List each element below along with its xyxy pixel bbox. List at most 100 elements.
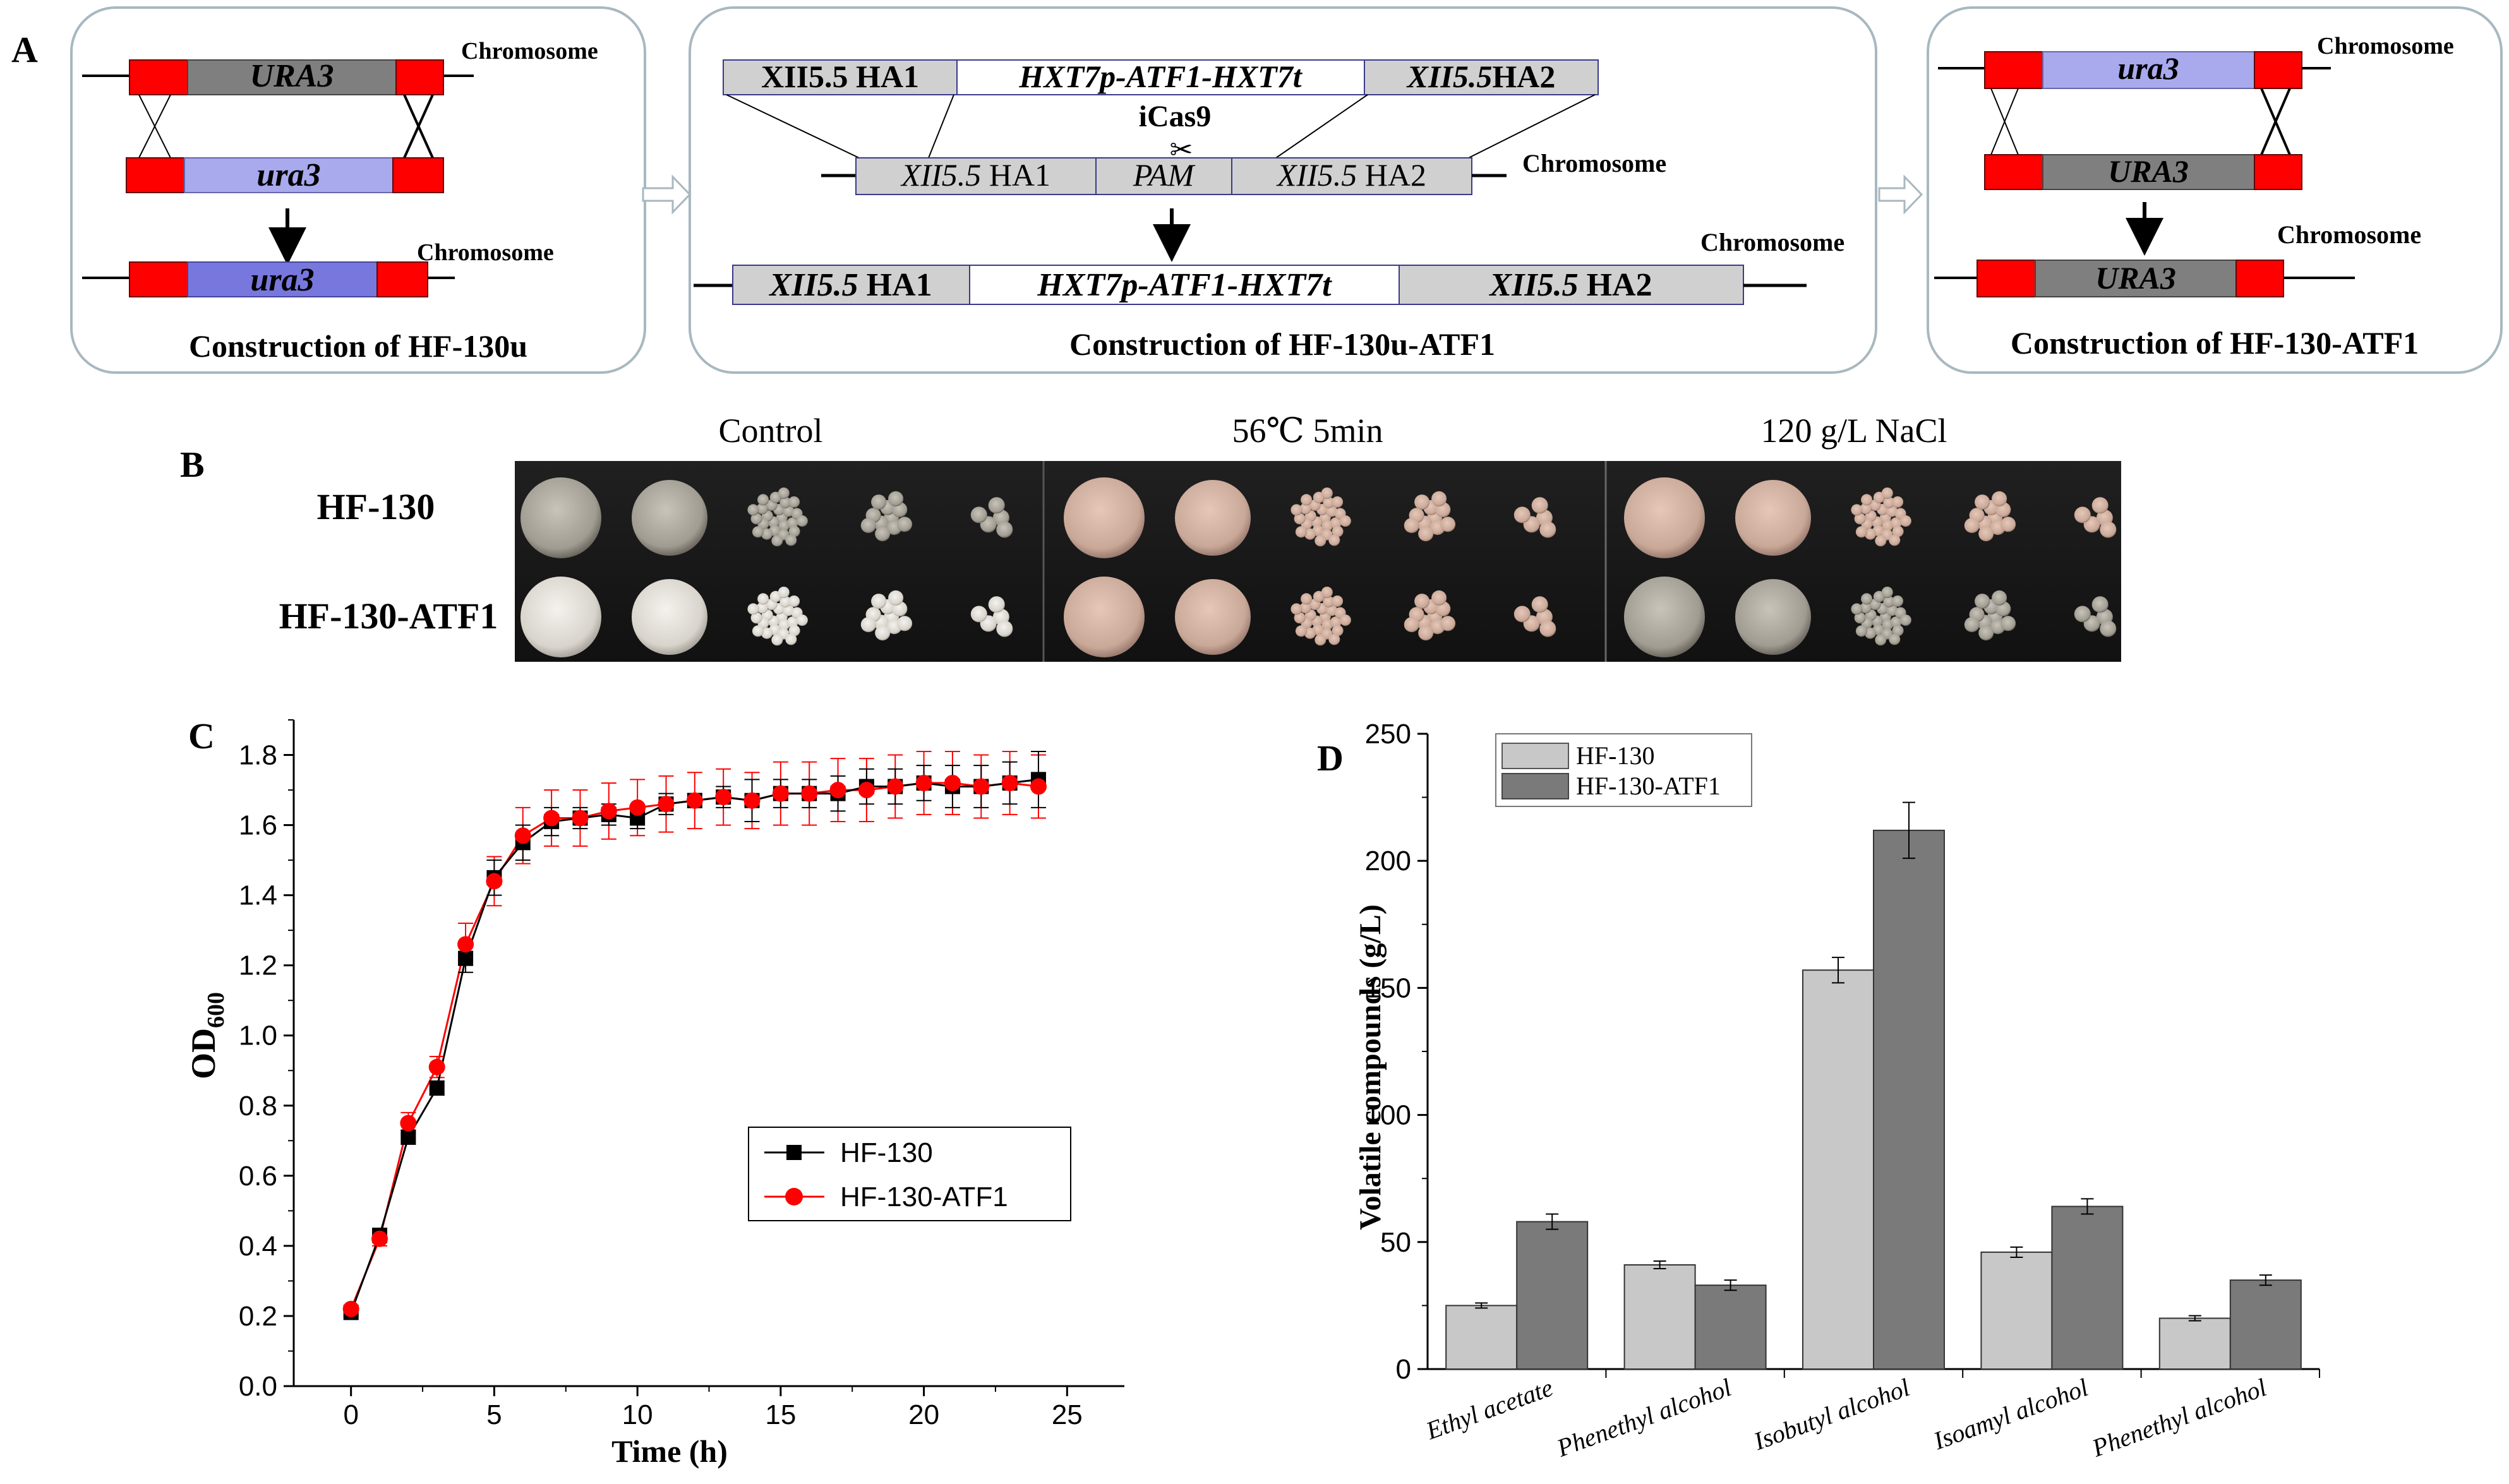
colony-spot: [1975, 494, 1990, 510]
colony-spot: [1291, 603, 1303, 615]
svg-text:XII5.5 HA2: XII5.5 HA2: [1488, 267, 1652, 303]
colony-spot: [1404, 617, 1419, 633]
colony-spot: [752, 526, 764, 538]
colony-spot: [1418, 625, 1434, 641]
colony-spot: [1294, 513, 1306, 525]
homology-arm-box: [129, 59, 188, 95]
colony-spot: [1175, 579, 1251, 655]
homology-arm-box: [1984, 51, 2043, 89]
colony-spot: [1332, 625, 1344, 637]
colony-spot: [1513, 506, 1531, 524]
gene-label: ura3: [2117, 51, 2179, 86]
gene-label: URA3: [250, 58, 334, 94]
colony-spot: [1332, 595, 1344, 607]
colony-spot: [761, 528, 773, 540]
d-bar: [1694, 1284, 1767, 1370]
colony-spot: [860, 518, 876, 534]
c-data-point: [514, 827, 531, 844]
gene-box: [187, 261, 378, 297]
colony-spot: [750, 513, 762, 525]
target-right-italic: XII5.5: [1276, 157, 1357, 193]
c-data-point: [801, 785, 818, 802]
colony-spot: [785, 534, 797, 546]
colony-spot: [750, 612, 762, 624]
colony-spot: [1735, 579, 1811, 655]
colony-spot: [1889, 534, 1901, 546]
colony-spot: [1855, 625, 1867, 637]
c-data-point: [858, 782, 875, 799]
colony-spot: [2091, 596, 2109, 613]
colony-spot: [1328, 534, 1340, 546]
colony-spot: [860, 617, 876, 633]
step2-diagram: XII5.5 HA1 HXT7p-ATF1-HXT7t XII5.5HA2 iC…: [694, 59, 1844, 362]
colony-spot: [875, 625, 891, 641]
colony-spot: [1860, 602, 1872, 614]
gene-label: URA3: [2095, 260, 2176, 296]
c-y-tick-label: 0.8: [239, 1091, 277, 1122]
c-data-point: [429, 1080, 445, 1096]
target-left-plain: HA1: [981, 157, 1050, 193]
colony-spot: [2074, 506, 2091, 524]
homology-arm-box: [129, 261, 188, 297]
colony-spot: [970, 506, 987, 524]
colony-spot: [756, 602, 768, 614]
colony-spot: [778, 488, 790, 499]
donor-right-plain: HA2: [1492, 59, 1555, 94]
panel-b: B Control 56℃ 5min 120 g/L NaCl HF-130 H…: [180, 412, 2121, 662]
chromosome-label: Chromosome: [1700, 228, 1844, 256]
colony-spot: [1321, 587, 1333, 598]
colony-spots: [520, 477, 2117, 657]
result-mid-label: HXT7p-ATF1-HXT7t: [1037, 267, 1332, 303]
c-data-point: [458, 950, 474, 966]
colony-spot: [871, 594, 887, 609]
colony-spot: [520, 577, 601, 657]
colony-spot: [1875, 634, 1887, 646]
d-bar: [1802, 969, 1874, 1370]
d-category-label: Phenethyl alcohol: [1553, 1373, 1735, 1463]
c-x-tick-label: 15: [765, 1399, 796, 1430]
c-legend: HF-130 HF-130-ATF1: [748, 1127, 1071, 1221]
colony-spot: [1964, 617, 1980, 633]
colony-spot: [1855, 526, 1867, 538]
homology-arm-box: [2235, 260, 2284, 297]
homology-arm-box: [1977, 260, 2036, 297]
colony-spot: [757, 494, 769, 506]
donor-arm-box: [723, 59, 958, 95]
colony-spot: [632, 480, 707, 556]
d-y-tick-label: 0: [1396, 1354, 1411, 1385]
condition-label: Control: [718, 412, 822, 450]
target-arm-box: [1231, 157, 1472, 195]
c-x-tick-label: 5: [486, 1399, 502, 1430]
colony-spot: [1854, 513, 1866, 525]
colony-spot: [897, 517, 913, 532]
growth-curve-chart: 0 5 10 15 20 25 0.0 0.2 0.4 0.6 0.8 1.0 1.2 1.4 1.6 1.8: [239, 719, 1124, 1430]
chromosome-label: Chromosome: [1522, 149, 1666, 177]
colony-spot: [632, 579, 707, 655]
colony-spot: [752, 625, 764, 637]
legend-swatch: [1501, 773, 1569, 799]
d-bar: [2051, 1206, 2124, 1370]
colony-spot: [1440, 517, 1456, 532]
c-x-tick-label: 0: [343, 1399, 358, 1430]
c-data-point: [686, 792, 703, 809]
panel-a: A URA3 Chromosome ura3: [11, 6, 2503, 374]
colony-spot: [1539, 521, 1556, 538]
colony-spot: [2091, 497, 2109, 514]
c-data-point: [486, 873, 503, 890]
colony-spot: [1414, 494, 1430, 510]
colony-spot: [1881, 488, 1893, 499]
d-y-tick-label: 200: [1365, 846, 1411, 877]
c-data-point: [457, 936, 474, 953]
d-bar: [2158, 1317, 2231, 1370]
colony-spot: [1064, 477, 1145, 558]
colony-spot: [796, 515, 808, 527]
c-x-axis-title: Time (h): [611, 1433, 728, 1469]
donor-right-italic: XII5.5: [1406, 59, 1493, 94]
c-x-tick-label: 20: [908, 1399, 939, 1430]
d-legend: HF-130 HF-130-ATF1: [1495, 733, 1752, 807]
c-y-tick-label: 1.6: [239, 810, 277, 841]
colony-spot: [1301, 593, 1313, 605]
colony-spot: [1175, 480, 1251, 556]
